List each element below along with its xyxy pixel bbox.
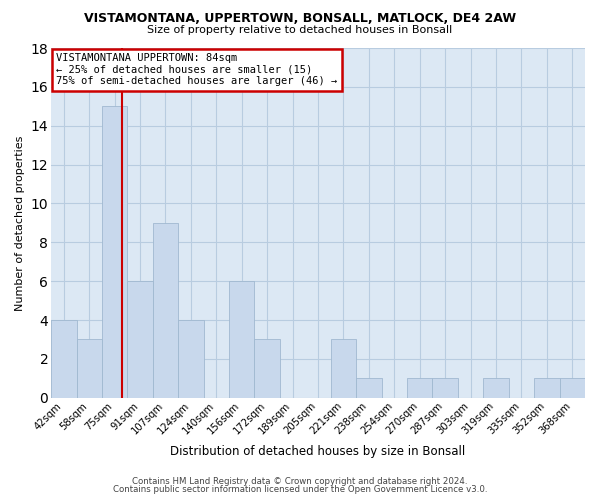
Bar xyxy=(407,378,433,398)
Bar xyxy=(534,378,560,398)
Bar xyxy=(178,320,203,398)
Text: Size of property relative to detached houses in Bonsall: Size of property relative to detached ho… xyxy=(148,25,452,35)
Bar xyxy=(331,340,356,398)
Bar xyxy=(356,378,382,398)
Bar xyxy=(560,378,585,398)
Bar xyxy=(153,223,178,398)
X-axis label: Distribution of detached houses by size in Bonsall: Distribution of detached houses by size … xyxy=(170,444,466,458)
Bar xyxy=(484,378,509,398)
Bar xyxy=(229,281,254,398)
Bar xyxy=(433,378,458,398)
Bar xyxy=(127,281,153,398)
Y-axis label: Number of detached properties: Number of detached properties xyxy=(15,135,25,310)
Bar xyxy=(254,340,280,398)
Text: VISTAMONTANA, UPPERTOWN, BONSALL, MATLOCK, DE4 2AW: VISTAMONTANA, UPPERTOWN, BONSALL, MATLOC… xyxy=(84,12,516,26)
Text: VISTAMONTANA UPPERTOWN: 84sqm
← 25% of detached houses are smaller (15)
75% of s: VISTAMONTANA UPPERTOWN: 84sqm ← 25% of d… xyxy=(56,53,338,86)
Bar xyxy=(102,106,127,398)
Bar xyxy=(77,340,102,398)
Bar xyxy=(51,320,77,398)
Text: Contains HM Land Registry data © Crown copyright and database right 2024.: Contains HM Land Registry data © Crown c… xyxy=(132,477,468,486)
Text: Contains public sector information licensed under the Open Government Licence v3: Contains public sector information licen… xyxy=(113,485,487,494)
